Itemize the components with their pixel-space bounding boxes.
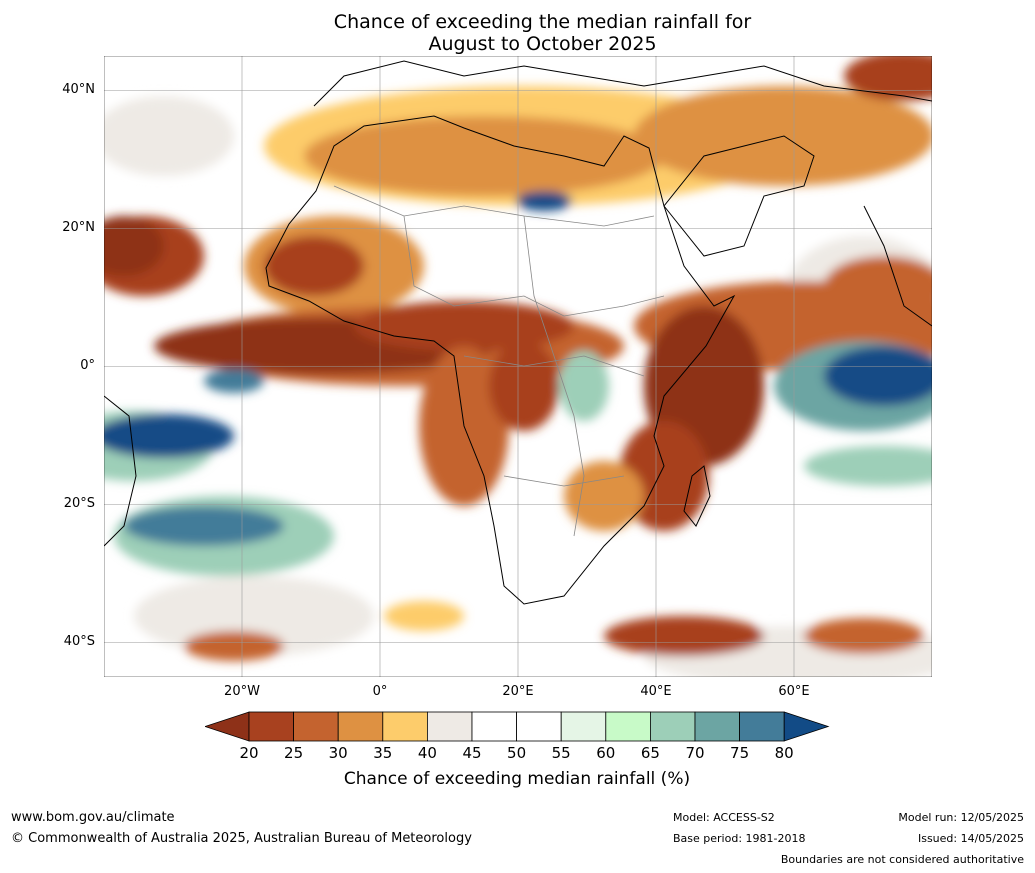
colorbar-tick-label: 60 xyxy=(596,744,616,762)
footer-base-period: Base period: 1981-2018 xyxy=(673,832,806,845)
colorbar-bin xyxy=(337,711,384,742)
colorbar-bin xyxy=(649,711,696,742)
colorbar-tick-label: 30 xyxy=(328,744,348,762)
colorbar-tick-label: 70 xyxy=(685,744,705,762)
colorbar-tick-label: 75 xyxy=(730,744,750,762)
map-title-line2: August to October 2025 xyxy=(428,33,657,55)
europe-coastline xyxy=(313,60,932,107)
colorbar-extend-low xyxy=(205,711,250,742)
rainfall-map xyxy=(104,56,932,677)
colorbar-bin xyxy=(739,711,785,742)
map-title-line1: Chance of exceeding the median rainfall … xyxy=(333,11,752,33)
lon-label-60e: 60°E xyxy=(778,684,810,699)
footer-model-run: Model run: 12/05/2025 xyxy=(898,811,1024,824)
colorbar-bin xyxy=(382,711,428,742)
footer-issued: Issued: 14/05/2025 xyxy=(917,832,1024,845)
lon-label-20w: 20°W xyxy=(224,684,260,699)
colorbar-bin xyxy=(605,711,651,742)
lat-label-0: 0° xyxy=(80,358,95,373)
india-coastline xyxy=(863,205,932,327)
rainfall-map-canvas xyxy=(104,56,932,677)
colorbar xyxy=(205,711,830,742)
colorbar-tick-label: 50 xyxy=(507,744,527,762)
lat-label-40s: 40°S xyxy=(63,634,95,649)
colorbar-bin xyxy=(426,711,473,742)
country-borders xyxy=(333,185,665,537)
madagascar-coastline xyxy=(683,465,711,527)
colorbar-bin xyxy=(516,711,562,742)
lat-label-20s: 20°S xyxy=(63,496,95,511)
colorbar-tick-label: 40 xyxy=(417,744,437,762)
colorbar-tick-label: 20 xyxy=(239,744,259,762)
footer-boundaries-note: Boundaries are not considered authoritat… xyxy=(780,853,1024,866)
colorbar-tick-label: 35 xyxy=(373,744,393,762)
colorbar-extend-high xyxy=(783,711,830,742)
footer-url: www.bom.gov.au/climate xyxy=(11,810,175,825)
south-america-coastline xyxy=(104,395,137,547)
colorbar-tick-label: 25 xyxy=(284,744,304,762)
graticule xyxy=(104,56,932,677)
colorbar-bin xyxy=(471,711,517,742)
rainfall-field xyxy=(104,56,932,677)
colorbar-bin xyxy=(293,711,339,742)
colorbar-tick-label: 55 xyxy=(551,744,571,762)
colorbar-tick-label: 80 xyxy=(774,744,794,762)
colorbar-bin xyxy=(560,711,607,742)
coastlines xyxy=(104,60,932,605)
colorbar-tick-label: 45 xyxy=(462,744,482,762)
footer-copyright: © Commonwealth of Australia 2025, Austra… xyxy=(11,831,472,846)
colorbar-tick-label: 65 xyxy=(640,744,660,762)
lon-label-20e: 20°E xyxy=(502,684,534,699)
lat-label-40n: 40°N xyxy=(62,82,95,97)
lat-label-20n: 20°N xyxy=(62,220,95,235)
arabia-coastline xyxy=(663,135,815,257)
lon-label-0: 0° xyxy=(372,684,388,699)
footer-model: Model: ACCESS-S2 xyxy=(673,811,775,824)
colorbar-label: Chance of exceeding median rainfall (%) xyxy=(343,769,691,789)
africa-coastline xyxy=(265,115,736,605)
colorbar-bin xyxy=(248,711,294,742)
colorbar-bin xyxy=(694,711,740,742)
lon-label-40e: 40°E xyxy=(640,684,672,699)
